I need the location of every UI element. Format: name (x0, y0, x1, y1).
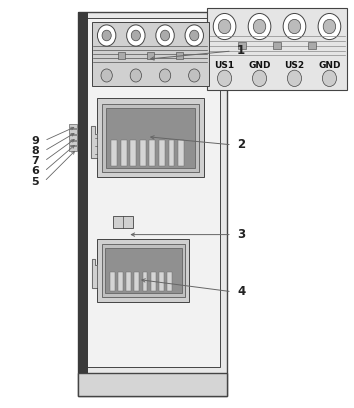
Polygon shape (91, 126, 97, 157)
Circle shape (252, 70, 267, 86)
Bar (159, 273, 164, 291)
Bar (78, 12, 227, 396)
Bar (69, 146, 77, 151)
Bar (97, 98, 204, 177)
Text: 3: 3 (237, 228, 245, 241)
Circle shape (287, 70, 302, 86)
Circle shape (218, 19, 231, 34)
Bar (102, 244, 185, 297)
Circle shape (288, 19, 301, 34)
Circle shape (159, 69, 171, 82)
Bar (69, 129, 77, 134)
Circle shape (160, 30, 170, 41)
Bar (126, 273, 131, 291)
Bar (131, 140, 136, 166)
Circle shape (127, 25, 145, 46)
Circle shape (130, 69, 142, 82)
Circle shape (217, 70, 232, 86)
Bar (238, 42, 246, 49)
Circle shape (323, 19, 336, 34)
Bar (178, 140, 184, 166)
Bar (102, 104, 199, 172)
Text: GND: GND (318, 61, 341, 70)
Bar (87, 18, 220, 367)
Text: 1: 1 (237, 44, 245, 58)
Bar (143, 273, 148, 291)
Bar (113, 216, 133, 228)
Bar (167, 273, 172, 291)
Bar (308, 42, 316, 49)
Bar (135, 273, 139, 291)
Text: 6: 6 (31, 166, 39, 176)
Bar (273, 42, 281, 49)
Text: 4: 4 (237, 285, 245, 298)
Bar (112, 140, 117, 166)
Bar (151, 273, 156, 291)
Text: 7: 7 (31, 156, 39, 166)
Bar (110, 273, 115, 291)
Bar (176, 52, 183, 59)
Text: 8: 8 (31, 146, 39, 156)
Bar (207, 8, 347, 90)
Bar (106, 108, 195, 168)
Circle shape (102, 30, 111, 41)
Circle shape (101, 69, 112, 82)
Circle shape (189, 69, 200, 82)
Bar (97, 239, 189, 302)
Text: 5: 5 (31, 177, 39, 186)
Circle shape (190, 30, 199, 41)
Circle shape (156, 25, 174, 46)
Bar (118, 273, 123, 291)
Bar (118, 52, 125, 59)
Bar (121, 140, 127, 166)
Bar (69, 141, 77, 145)
Bar (159, 140, 165, 166)
Bar (78, 12, 88, 373)
Text: 2: 2 (237, 138, 245, 151)
Bar (149, 140, 155, 166)
Bar (69, 124, 77, 128)
Text: US1: US1 (215, 61, 235, 70)
Circle shape (322, 70, 337, 86)
Circle shape (283, 13, 306, 40)
Circle shape (185, 25, 204, 46)
Polygon shape (92, 259, 97, 288)
Text: US2: US2 (284, 61, 304, 70)
Text: GND: GND (248, 61, 271, 70)
Circle shape (213, 13, 236, 40)
Circle shape (318, 13, 341, 40)
Text: 9: 9 (31, 136, 39, 146)
Bar (169, 140, 174, 166)
Bar (78, 373, 227, 396)
Bar (92, 22, 209, 86)
Circle shape (253, 19, 266, 34)
Circle shape (131, 30, 141, 41)
Bar (140, 140, 146, 166)
Bar (105, 248, 182, 293)
Circle shape (248, 13, 271, 40)
Circle shape (97, 25, 116, 46)
Bar (69, 135, 77, 140)
Bar (147, 52, 154, 59)
